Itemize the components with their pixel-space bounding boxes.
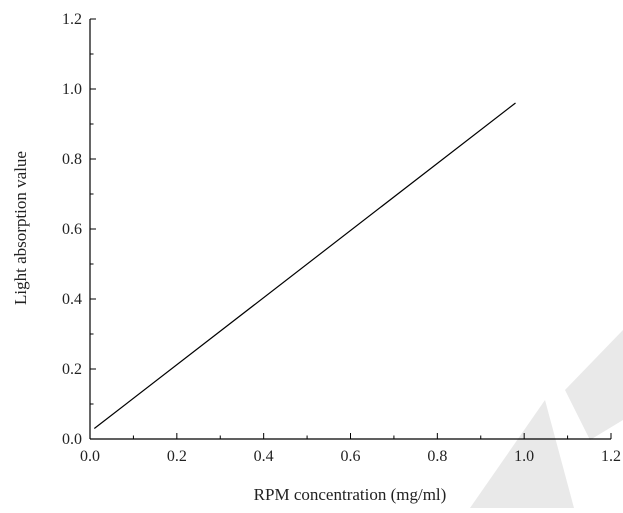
x-tick-label: 0.8 <box>427 448 447 465</box>
labels-layer: RPM concentration (mg/ml) Light absorpti… <box>11 151 446 504</box>
y-tick-label: 1.2 <box>62 11 82 28</box>
y-tick-label: 0.0 <box>62 431 82 448</box>
y-tick-label: 0.6 <box>62 221 82 238</box>
series-line <box>93 102 516 429</box>
series-layer <box>93 102 516 429</box>
x-tick-label: 1.2 <box>601 448 621 465</box>
watermark <box>470 330 623 508</box>
y-tick-label: 0.8 <box>62 151 82 168</box>
x-tick-label: 0.6 <box>341 448 361 465</box>
watermark-shape <box>470 400 574 508</box>
x-tick-label: 0.0 <box>80 448 100 465</box>
x-tick-label: 0.4 <box>254 448 274 465</box>
y-tick-label: 0.2 <box>62 361 82 378</box>
axes: 0.0 0.2 0.4 0.6 0.8 1.0 1.2 0.0 0.2 0.4 0.6 0.8 1.0 1… <box>62 11 621 465</box>
y-tick-label: 0.4 <box>62 291 82 308</box>
y-axis-title: Light absorption value <box>11 151 30 305</box>
x-axis-title: RPM concentration (mg/ml) <box>254 485 447 504</box>
x-tick-label: 1.0 <box>514 448 534 465</box>
x-tick-label: 0.2 <box>167 448 187 465</box>
y-tick-label: 1.0 <box>62 81 82 98</box>
watermark-shape <box>565 330 623 440</box>
